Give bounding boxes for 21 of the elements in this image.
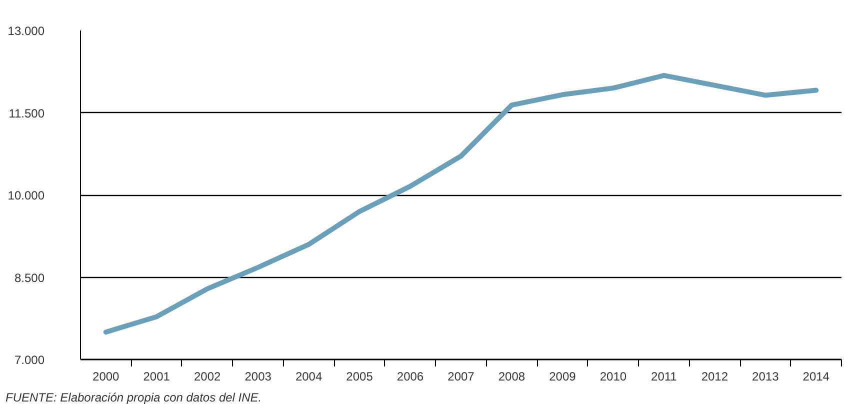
y-tick-label: 8.500	[14, 270, 45, 285]
x-tick-label: 2010	[600, 370, 627, 384]
x-tick-label: 2008	[498, 370, 526, 384]
x-tick-label: 2000	[92, 370, 120, 384]
x-tick-label: 2014	[802, 370, 830, 384]
x-tick-label: 2002	[194, 370, 222, 384]
x-tick-label: 2003	[244, 370, 272, 384]
x-tick-label: 2012	[701, 370, 728, 384]
x-tick-label: 2004	[295, 370, 322, 384]
x-tick-label: 2011	[651, 370, 678, 384]
y-tick-label: 7.000	[14, 353, 45, 367]
y-tick-label: 11.500	[8, 106, 45, 120]
y-tick-label: 10.000	[8, 188, 45, 202]
x-tick-label: 2013	[752, 370, 780, 384]
x-tick-label: 2001	[143, 370, 170, 384]
x-tick-label: 2007	[448, 370, 475, 384]
source-note: FUENTE: Elaboración propia con datos del INE.	[6, 390, 262, 404]
x-tick-label: 2006	[396, 370, 424, 384]
x-tick-label: 2005	[346, 370, 374, 384]
x-tick-label: 2009	[549, 370, 576, 384]
y-tick-label: 13.000	[8, 24, 45, 38]
